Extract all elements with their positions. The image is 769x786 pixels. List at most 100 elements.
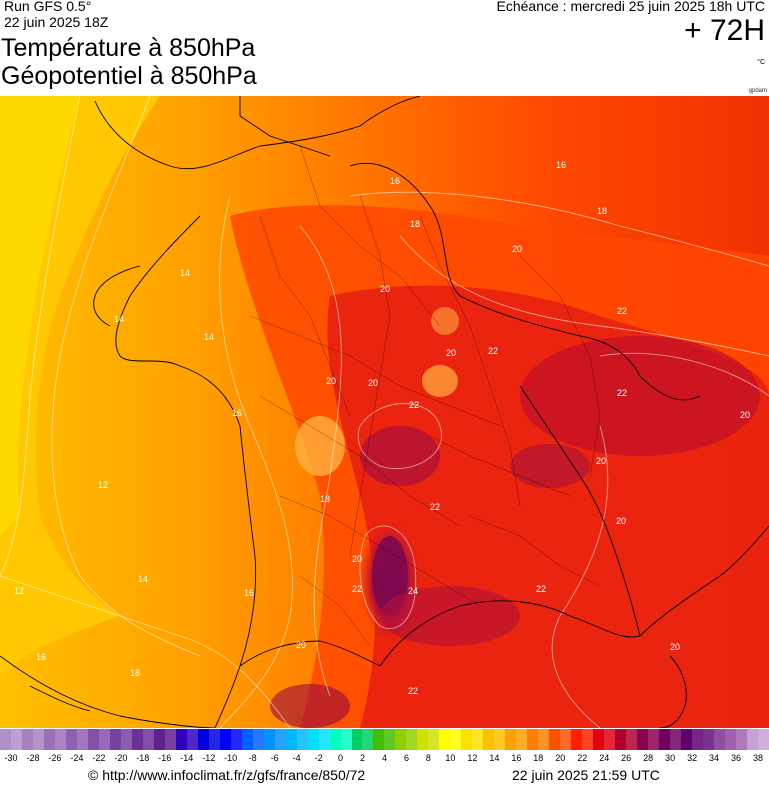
color-scale-swatch xyxy=(285,729,297,750)
isotherm-label: 22 xyxy=(408,686,419,696)
color-scale-label: -4 xyxy=(292,753,301,763)
color-scale-label: 38 xyxy=(752,753,764,763)
color-scale-labels: -30 -28 -26 -24 -22 -20 -18 -16 -14 -12 -10 -8 -6 -4-… xyxy=(0,753,769,767)
color-scale-swatch xyxy=(626,729,638,750)
color-scale-swatch xyxy=(483,729,495,750)
region-borders xyxy=(249,145,601,647)
isotherm-label: 14 xyxy=(180,268,191,278)
color-scale-swatch xyxy=(384,729,396,750)
color-scale-swatch xyxy=(175,729,187,750)
isotherm-label: 22 xyxy=(488,346,499,356)
color-scale-swatch xyxy=(450,729,462,750)
forecast-valid-time: Echéance : mercredi 25 juin 2025 18h UTC xyxy=(496,0,765,14)
color-scale-swatch xyxy=(351,729,363,750)
color-scale-swatch xyxy=(65,729,77,750)
color-scale-label: -6 xyxy=(270,753,279,763)
isotherm-label: 20 xyxy=(296,640,307,650)
color-scale-swatch xyxy=(395,729,407,750)
isotherm-label: 20 xyxy=(596,456,607,466)
color-scale-swatch xyxy=(76,729,88,750)
color-scale-swatch xyxy=(362,729,374,750)
color-scale-label: 16 xyxy=(511,753,522,763)
isotherm-label: 16 xyxy=(244,588,255,598)
color-scale-label: 20 xyxy=(555,753,566,763)
map-title-geopotential: Géopotentiel à 850hPa xyxy=(1,62,257,90)
color-scale-label: 8 xyxy=(425,753,431,763)
color-scale-label: -14 xyxy=(180,753,194,763)
color-scale-swatch xyxy=(241,729,253,750)
color-scale-swatch xyxy=(109,729,121,750)
color-scale-swatch xyxy=(10,729,22,750)
color-scale-label: -10 xyxy=(224,753,238,763)
color-scale-swatch xyxy=(724,729,736,750)
isotherm-label: 22 xyxy=(430,502,441,512)
color-scale-swatch xyxy=(505,729,517,750)
color-scale-swatch xyxy=(582,729,594,750)
color-scale-label: 36 xyxy=(731,753,742,763)
isotherm-label: 18 xyxy=(597,206,608,216)
color-scale-swatch xyxy=(32,729,44,750)
color-scale-label: 32 xyxy=(687,753,698,763)
isotherm-label: 16 xyxy=(390,176,401,186)
color-scale-swatch xyxy=(43,729,55,750)
isotherm-label: 16 xyxy=(232,408,243,418)
isotherm-label: 22 xyxy=(536,584,547,594)
color-scale-label: -26 xyxy=(48,753,62,763)
unit-label: °C xyxy=(757,59,765,66)
color-scale-label: 4 xyxy=(381,753,388,763)
color-scale-swatch xyxy=(230,729,242,750)
isotherm-label: 12 xyxy=(98,480,109,490)
color-scale-swatch xyxy=(186,729,198,750)
small-credit: gpdam xyxy=(748,88,767,94)
isotherm-label: 20 xyxy=(326,376,337,386)
color-scale-swatch xyxy=(164,729,176,750)
color-scale-swatch xyxy=(494,729,506,750)
color-scale-swatch xyxy=(274,729,286,750)
color-scale-label: -28 xyxy=(26,753,40,763)
color-scale-swatch xyxy=(208,729,220,750)
color-scale-swatch xyxy=(406,729,418,750)
color-scale-label: -16 xyxy=(158,753,172,763)
color-scale-swatch xyxy=(120,729,132,750)
color-scale-swatch xyxy=(516,729,528,750)
color-scale-swatch xyxy=(142,729,154,750)
color-scale-label: 14 xyxy=(489,753,500,763)
color-scale-swatch xyxy=(538,729,550,750)
color-scale-swatch xyxy=(87,729,99,750)
color-scale-label: -20 xyxy=(114,753,128,763)
color-scale-swatch xyxy=(98,729,110,750)
color-scale-swatch xyxy=(329,729,341,750)
color-scale-label: -24 xyxy=(70,753,84,763)
color-scale-swatch xyxy=(757,729,769,750)
temperature-map[interactable] xyxy=(0,96,769,728)
color-scale-swatch xyxy=(472,729,484,750)
color-scale-swatch xyxy=(54,729,66,750)
color-scale-swatch xyxy=(439,729,451,750)
isotherm-label: 20 xyxy=(352,554,363,564)
footer-timestamp: 22 juin 2025 21:59 UTC xyxy=(512,767,660,783)
color-scale-label: -2 xyxy=(314,753,323,763)
isotherm-label: 22 xyxy=(617,306,628,316)
color-scale-swatch xyxy=(637,729,649,750)
isotherm-label: 22 xyxy=(617,388,628,398)
color-scale-label: 6 xyxy=(403,753,409,763)
map-title-temperature: Température à 850hPa xyxy=(1,34,256,62)
isotherm-label: 18 xyxy=(130,668,141,678)
isotherm-label: 12 xyxy=(14,586,25,596)
color-scale-label: 26 xyxy=(621,753,632,763)
isotherm-label: 16 xyxy=(556,160,567,170)
footer-source-link[interactable]: © http://www.infoclimat.fr/z/gfs/france/… xyxy=(88,767,366,783)
color-scale-label: 10 xyxy=(445,753,456,763)
color-scale-label: 22 xyxy=(577,753,588,763)
color-scale-swatch xyxy=(670,729,682,750)
isotherm-label: 18 xyxy=(320,494,331,504)
color-scale-swatch xyxy=(692,729,703,750)
color-scale-swatch xyxy=(373,729,385,750)
isotherm-label: 20 xyxy=(740,410,751,420)
color-scale-swatch xyxy=(340,729,352,750)
color-scale-swatch xyxy=(549,729,561,750)
color-scale-swatch xyxy=(307,729,319,750)
isotherm-labels: 16 18 14 14 20 16 18 20 20 22 20 22 20 2… xyxy=(0,96,769,728)
color-scale-label: 34 xyxy=(709,753,720,763)
color-scale-swatch xyxy=(417,729,429,750)
